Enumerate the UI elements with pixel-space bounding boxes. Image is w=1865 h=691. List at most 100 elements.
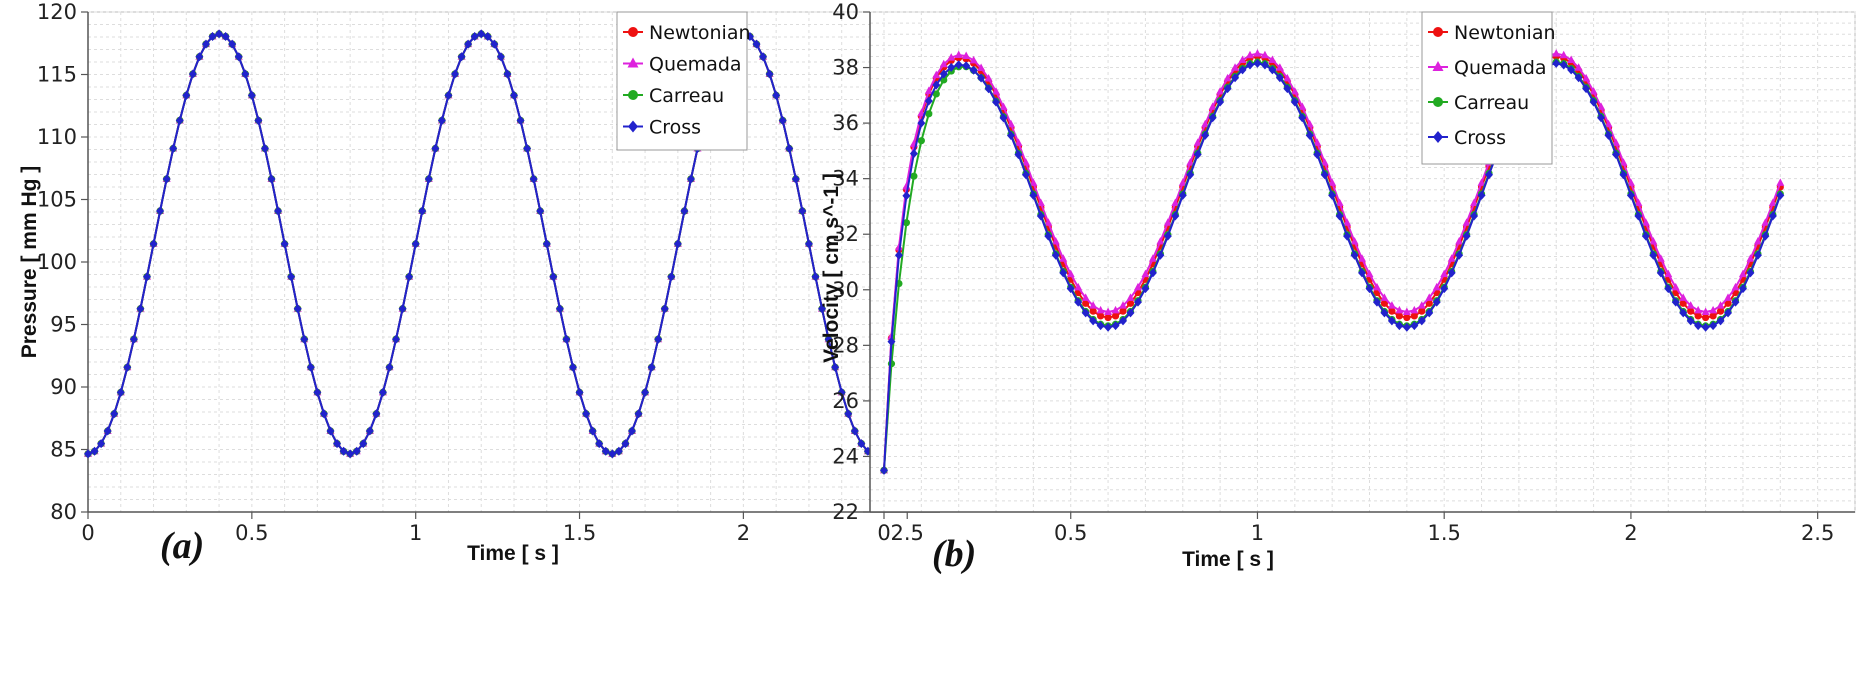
data-point-quemada — [1074, 282, 1083, 291]
data-point-newtonian — [1111, 312, 1120, 320]
data-point-quemada — [1709, 305, 1718, 314]
data-point-quemada — [1014, 138, 1023, 146]
data-point-cross — [97, 439, 106, 449]
y-tick-label: 28 — [832, 333, 859, 357]
data-point-cross — [1231, 73, 1240, 83]
data-point-cross — [1171, 211, 1180, 221]
legend-item-quemada[interactable]: Quemada — [623, 54, 742, 76]
data-point-cross — [1380, 308, 1389, 318]
data-point-quemada — [1589, 86, 1598, 95]
data-point-cross — [418, 206, 427, 216]
data-point-cross — [778, 115, 787, 125]
legend-marker — [1432, 61, 1444, 71]
data-point-newtonian — [1694, 312, 1702, 320]
data-point-cross — [175, 115, 184, 125]
data-point-cross — [359, 439, 368, 449]
series-quemada-velocity — [880, 49, 1785, 474]
data-point-cross — [1626, 190, 1635, 200]
data-point-quemada — [1425, 293, 1434, 301]
data-point-newtonian — [1418, 307, 1426, 315]
data-point-cross — [536, 206, 545, 216]
x-tick-label: 1 — [409, 521, 422, 545]
data-point-quemada — [1372, 282, 1381, 291]
legend-label: Carreau — [1454, 92, 1529, 114]
data-point-cross — [156, 206, 165, 216]
data-point-quemada — [947, 53, 956, 61]
data-point-cross — [1432, 297, 1441, 307]
data-point-cross — [215, 29, 224, 39]
data-point-cross — [306, 362, 315, 372]
y-tick-label: 85 — [50, 438, 77, 462]
data-point-quemada — [1440, 269, 1449, 278]
data-point-quemada — [1761, 218, 1770, 226]
data-point-cross — [1567, 65, 1576, 75]
legend-velocity[interactable]: Newtonian Quemada Carreau Cross — [1421, 11, 1556, 165]
data-point-cross — [1656, 268, 1665, 278]
data-point-quemada — [1432, 282, 1441, 291]
data-point-quemada — [1141, 269, 1150, 278]
data-point-quemada — [1253, 49, 1262, 57]
data-point-cross — [1686, 316, 1695, 326]
data-point-cross — [247, 90, 256, 100]
data-point-cross — [1649, 250, 1658, 260]
legend-item-carreau[interactable]: Carreau — [1428, 92, 1529, 114]
y-tick-label: 24 — [832, 444, 859, 468]
data-point-cross — [339, 446, 348, 456]
data-point-cross — [1245, 60, 1254, 70]
data-point-cross — [116, 387, 125, 397]
data-point-quemada — [1335, 198, 1344, 207]
data-point-cross — [254, 115, 263, 125]
data-point-cross — [837, 387, 846, 397]
data-point-cross — [110, 409, 119, 419]
data-point-quemada — [1611, 138, 1620, 146]
data-point-quemada — [1455, 236, 1464, 245]
data-point-newtonian — [1082, 299, 1090, 307]
data-point-cross — [162, 174, 171, 184]
data-point-newtonian — [1097, 312, 1105, 320]
data-point-newtonian — [1716, 307, 1725, 315]
data-point-quemada — [1686, 301, 1695, 309]
data-point-quemada — [1768, 198, 1777, 207]
data-point-quemada — [1089, 301, 1098, 309]
data-point-quemada — [1656, 254, 1665, 262]
data-point-quemada — [1006, 119, 1015, 128]
data-point-cross — [365, 426, 374, 436]
data-point-cross — [129, 334, 138, 344]
data-point-cross — [686, 174, 695, 184]
data-point-quemada — [1298, 102, 1307, 110]
legend-item-cross[interactable]: Cross — [1428, 127, 1506, 149]
data-point-quemada — [1649, 236, 1658, 245]
data-point-cross — [385, 362, 394, 372]
legend-item-newtonian[interactable]: Newtonian — [623, 22, 751, 44]
data-point-quemada — [1447, 254, 1456, 262]
data-point-quemada — [1178, 178, 1187, 186]
data-point-cross — [621, 439, 630, 449]
x-axis-label-pressure: Time [ s ] — [467, 542, 559, 565]
data-point-quemada — [1305, 119, 1314, 128]
legend-item-cross[interactable]: Cross — [623, 117, 701, 139]
data-point-cross — [1641, 231, 1650, 241]
data-point-quemada — [1417, 301, 1426, 309]
data-point-quemada — [1216, 86, 1225, 95]
data-point-quemada — [1186, 158, 1195, 166]
data-point-cross — [188, 69, 197, 79]
legend-pressure[interactable]: Newtonian Quemada Carreau Cross — [616, 11, 751, 151]
data-point-newtonian — [1410, 312, 1418, 320]
legend-item-carreau[interactable]: Carreau — [623, 85, 724, 107]
data-point-cross — [1253, 58, 1262, 68]
legend-item-newtonian[interactable]: Newtonian — [1428, 22, 1556, 44]
legend-label: Quemada — [1454, 57, 1547, 79]
data-point-cross — [103, 426, 112, 436]
legend-item-quemada[interactable]: Quemada — [1428, 57, 1547, 79]
data-point-quemada — [1559, 50, 1568, 59]
data-point-cross — [1597, 113, 1606, 123]
data-point-cross — [182, 90, 191, 100]
data-point-quemada — [1567, 55, 1576, 63]
data-point-quemada — [1096, 305, 1105, 314]
data-point-cross — [1066, 284, 1075, 294]
data-point-quemada — [1036, 198, 1045, 207]
y-tick-label: 120 — [37, 0, 77, 24]
data-point-cross — [221, 31, 230, 41]
data-point-cross — [1582, 84, 1591, 94]
data-point-quemada — [1126, 293, 1135, 301]
